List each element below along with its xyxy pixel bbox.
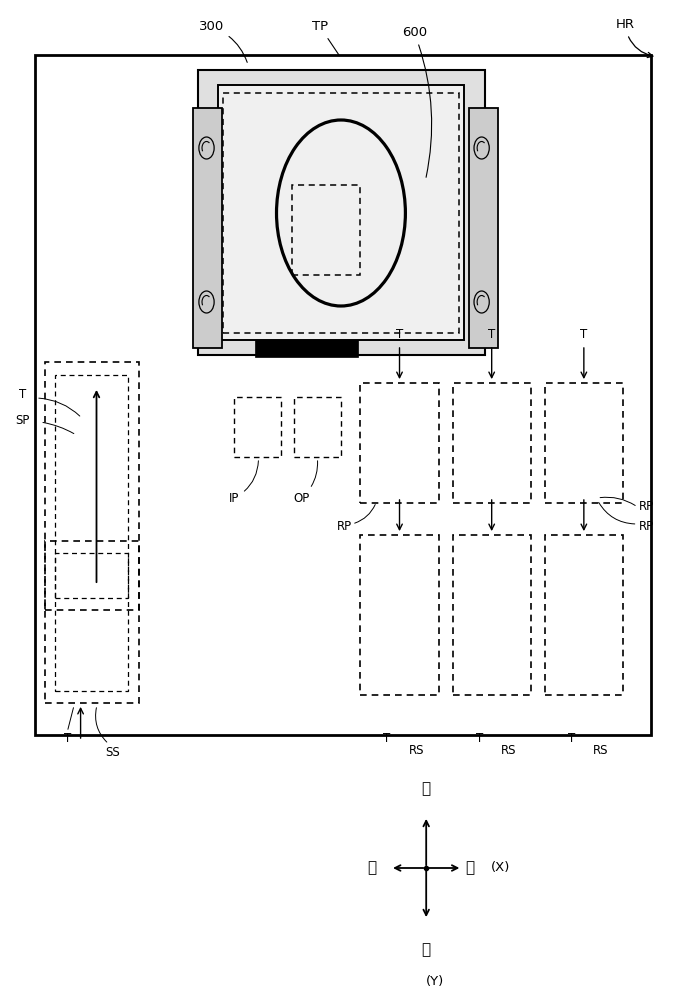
Text: RP: RP — [639, 520, 654, 532]
Text: (Y): (Y) — [426, 975, 444, 988]
Bar — [453, 535, 531, 695]
Bar — [469, 108, 498, 348]
Bar — [45, 541, 139, 703]
Bar — [294, 397, 341, 457]
Text: 前: 前 — [421, 942, 431, 957]
Bar — [218, 85, 464, 340]
Text: RP: RP — [337, 520, 352, 532]
Bar — [198, 70, 485, 355]
Text: RS: RS — [500, 744, 516, 758]
Bar — [360, 535, 439, 695]
Text: T: T — [568, 732, 575, 744]
Text: T: T — [580, 328, 588, 342]
Text: SP: SP — [15, 414, 29, 426]
Text: RS: RS — [408, 744, 424, 758]
Text: T: T — [383, 732, 391, 744]
Text: 左: 左 — [367, 860, 376, 876]
Bar — [545, 535, 623, 695]
Text: HR: HR — [615, 18, 653, 58]
Text: T: T — [396, 328, 403, 342]
Text: 600: 600 — [402, 26, 432, 177]
Text: IP: IP — [229, 461, 258, 504]
Bar — [35, 55, 651, 735]
Bar — [55, 553, 128, 691]
Bar — [292, 185, 360, 275]
Text: TP: TP — [312, 20, 340, 56]
Bar — [234, 397, 281, 457]
Text: T: T — [64, 732, 71, 746]
Bar — [453, 383, 531, 503]
Text: 300: 300 — [199, 20, 247, 62]
Bar — [360, 383, 439, 503]
Text: (X): (X) — [491, 861, 511, 874]
Text: OP: OP — [293, 461, 317, 504]
Text: RS: RS — [593, 744, 608, 758]
Bar — [223, 93, 459, 333]
Text: T: T — [475, 732, 483, 744]
Bar — [55, 375, 128, 598]
Text: T: T — [19, 388, 26, 401]
Bar — [545, 383, 623, 503]
Text: 后: 后 — [421, 781, 431, 796]
Text: T: T — [488, 328, 495, 342]
Bar — [45, 362, 139, 610]
Bar — [193, 108, 222, 348]
Text: RP: RP — [639, 500, 654, 514]
Text: 右: 右 — [466, 860, 475, 876]
Text: SS: SS — [105, 746, 120, 758]
Bar — [255, 340, 358, 357]
